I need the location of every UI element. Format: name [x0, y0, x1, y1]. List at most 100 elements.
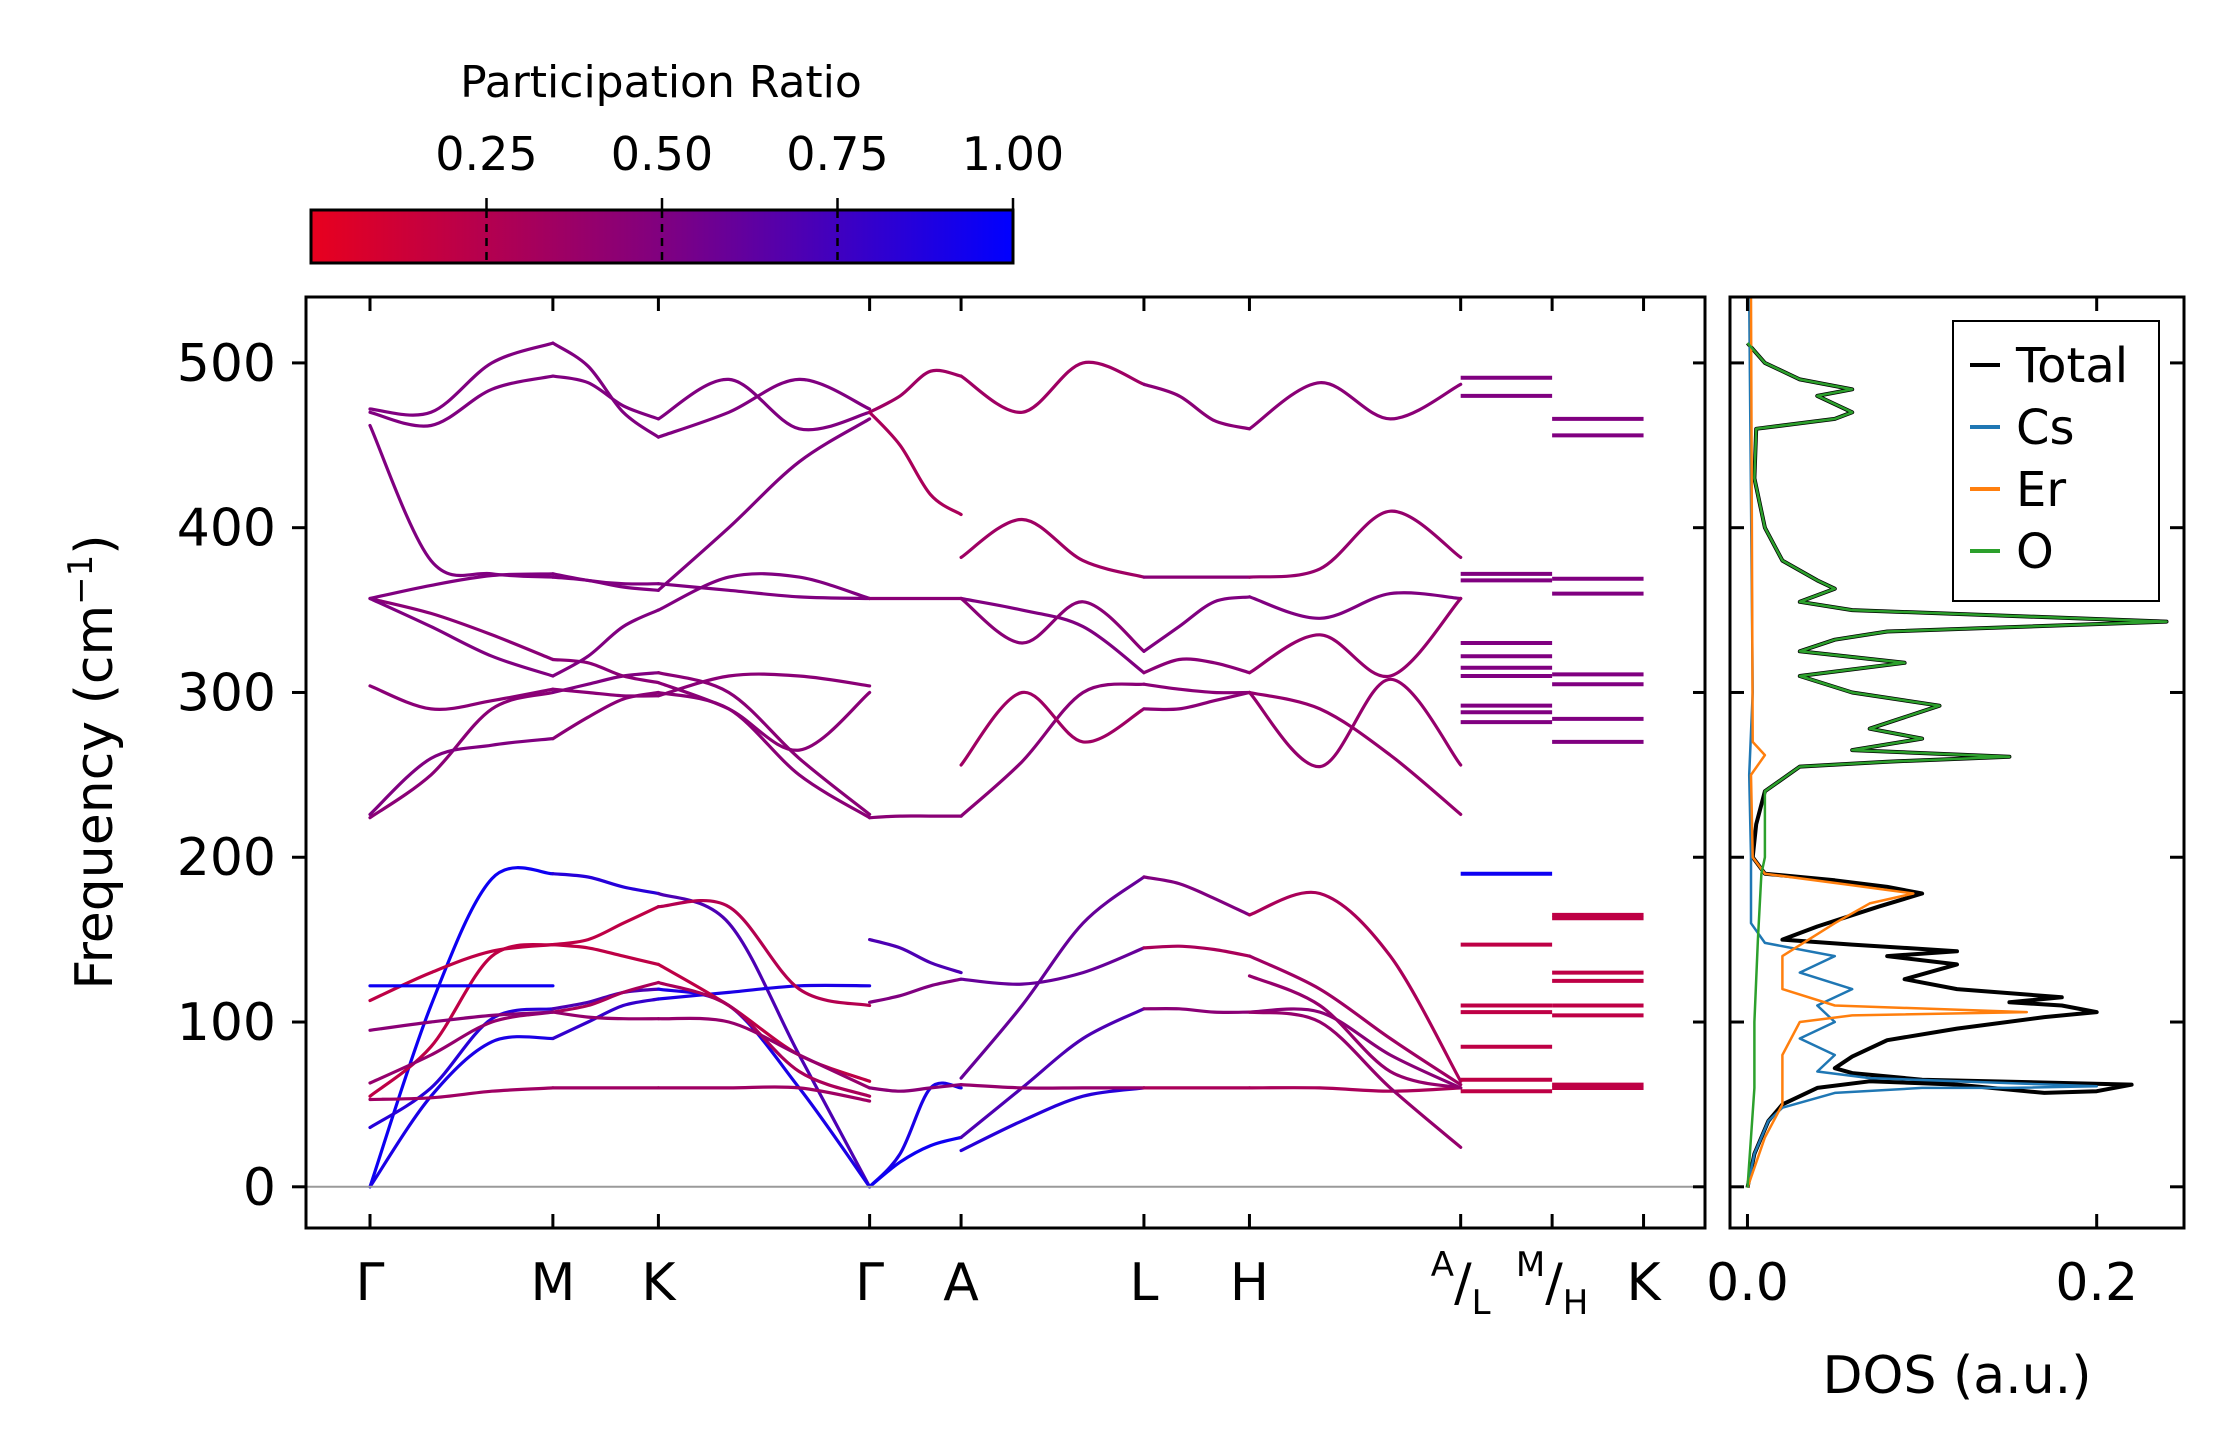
- phonon-band: [1247, 1010, 1463, 1149]
- k-point-label: A: [943, 1253, 979, 1313]
- phonon-band: [551, 575, 660, 592]
- phonon-band: [368, 684, 555, 711]
- phonon-band: [868, 1081, 963, 1189]
- phonon-band: [868, 1083, 963, 1093]
- dos-x-axis-title: DOS (a.u.): [1823, 1346, 2092, 1406]
- phonon-band: [551, 671, 660, 695]
- phonon-band: [1247, 1086, 1463, 1093]
- colorbar-tick-label: 0.50: [611, 127, 713, 181]
- phonon-band: [551, 872, 660, 896]
- phonon-band: [1142, 682, 1252, 695]
- phonon-band: [959, 875, 1146, 1080]
- phonon-band: [551, 980, 660, 1014]
- colorbar-title: Participation Ratio: [460, 57, 862, 108]
- y-tick-label: 200: [177, 828, 276, 888]
- k-point-label: K: [641, 1253, 677, 1313]
- phonon-band: [656, 671, 872, 816]
- phonon-band: [368, 341, 555, 417]
- phonon-band: [959, 517, 1146, 579]
- y-tick-label: 500: [177, 334, 276, 394]
- phonon-band: [368, 423, 555, 579]
- phonon-band: [656, 962, 872, 1083]
- phonon-band: [1142, 690, 1252, 712]
- phonon-band: [959, 1086, 1146, 1153]
- colorbar-tick-label: 1.00: [962, 127, 1064, 181]
- phonon-band: [656, 681, 872, 752]
- k-point-label: L: [1129, 1253, 1158, 1313]
- phonon-band: [656, 690, 872, 820]
- phonon-band: [1142, 657, 1252, 675]
- dos-x-tick-label: 0.0: [1706, 1253, 1789, 1313]
- phonon-band: [551, 687, 660, 698]
- phonon-band: [551, 690, 660, 741]
- phonon-band: [1142, 944, 1252, 958]
- phonon-band: [1142, 382, 1252, 431]
- phonon-band: [368, 1010, 555, 1032]
- phonon-band: [1142, 1006, 1252, 1014]
- legend-box: [1952, 320, 2160, 602]
- colorbar: Participation Ratio 0.25 0.50 0.75 1.00: [309, 57, 1064, 265]
- legend: Total Cs Er O: [1952, 320, 2160, 602]
- legend-label: O: [2016, 524, 2054, 580]
- phonon-band: [656, 672, 872, 698]
- colorbar-tick-label: 0.25: [435, 127, 537, 181]
- phonon-band: [656, 1085, 872, 1103]
- phonon-band: [868, 410, 963, 517]
- k-point-label: A/L: [1431, 1245, 1491, 1323]
- legend-label: Total: [2015, 338, 2128, 394]
- phonon-band: [551, 943, 660, 966]
- phonon-band: [656, 980, 872, 1098]
- phonon-band: [656, 417, 872, 592]
- phonon-band: [551, 1010, 660, 1021]
- phonon-band: [551, 997, 660, 1041]
- phonon-band: [1247, 509, 1463, 579]
- phonon-band: [868, 1135, 963, 1189]
- phonon-band: [656, 582, 872, 601]
- dos-series-er: [1746, 297, 2029, 1189]
- phonon-band: [959, 946, 1146, 986]
- y-tick-label: 0: [243, 1158, 276, 1218]
- phonon-band: [368, 866, 555, 1189]
- phonon-band: [868, 977, 963, 1004]
- y-tick-label: 300: [177, 663, 276, 723]
- phonon-band: [368, 1086, 555, 1102]
- phonon-band: [1247, 596, 1463, 678]
- phonon-band: [1247, 381, 1463, 431]
- phonon-band: [368, 690, 555, 820]
- phonon-band: [551, 374, 660, 421]
- dos-panel: 0.0 0.2 DOS (a.u.) Total Cs Er O: [1706, 295, 2186, 1406]
- phonon-band: [656, 983, 872, 1001]
- phonon-band: [959, 690, 1146, 767]
- dos-axes-frame: [1728, 295, 2186, 1230]
- phonon-band: [959, 596, 1146, 675]
- phonon-band: [1247, 890, 1463, 1083]
- phonon-band: [868, 938, 963, 975]
- dos-series-o: [1746, 342, 2168, 1188]
- phonon-band: [551, 341, 660, 439]
- phonon-band: [1142, 875, 1252, 917]
- band-axes-frame: [304, 295, 1707, 1230]
- phonon-band: [368, 596, 555, 662]
- dos-x-tick-label: 0.2: [2055, 1253, 2138, 1313]
- phonon-band: [959, 596, 1146, 653]
- phonon-band: [868, 814, 963, 820]
- phonon-band: [1247, 591, 1463, 620]
- legend-label: Cs: [2016, 400, 2075, 456]
- phonon-band: [1247, 677, 1463, 769]
- k-point-label: H: [1230, 1253, 1269, 1313]
- colorbar-tick-label: 0.75: [786, 127, 888, 181]
- phonon-band: [368, 572, 555, 601]
- phonon-band: [656, 572, 872, 612]
- phonon-band: [551, 608, 660, 678]
- legend-label: Er: [2016, 462, 2066, 518]
- phonon-band: [368, 1007, 555, 1130]
- k-point-label: M: [530, 1253, 575, 1313]
- y-axis-title: Frequency (cm−1): [61, 534, 125, 989]
- phonon-band: [551, 987, 660, 1011]
- phonon-band: [368, 596, 555, 678]
- y-tick-label: 400: [177, 499, 276, 559]
- phonon-band: [1247, 690, 1463, 816]
- phonon-band: [868, 368, 963, 414]
- phonon-band: [1142, 595, 1252, 653]
